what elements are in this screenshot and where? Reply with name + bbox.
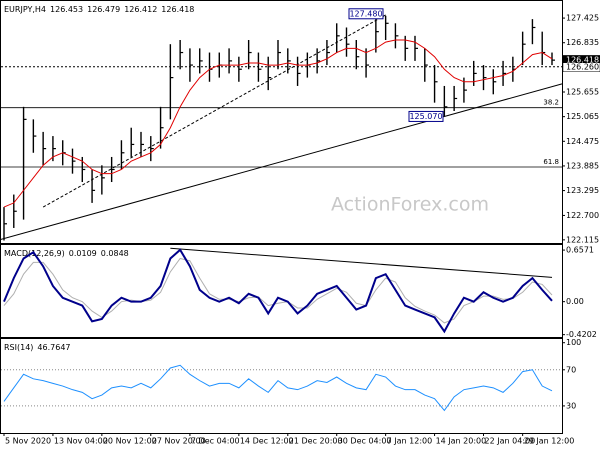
fib-label: 61.8 — [543, 158, 559, 166]
panel-title-text: RSI(14) — [4, 343, 33, 352]
y-tick-label: 124.475 — [566, 137, 599, 146]
panel-info: 0.0109 — [69, 249, 97, 258]
x-tick-label: 7 Jan 12:00 — [387, 437, 433, 446]
indicator-line — [3, 364, 553, 412]
panel-frame — [0, 0, 563, 244]
x-tick-label: 22 Jan 04:00 — [485, 437, 536, 446]
trendline — [42, 14, 386, 208]
x-tick-label: 14 Dec 12:00 — [240, 437, 294, 446]
panel-info: 126.453 — [50, 5, 83, 14]
last-price: 126.418 — [566, 56, 599, 65]
annotation: 127.480 — [349, 9, 382, 18]
annotation-box — [348, 8, 384, 20]
fib-label: 38.2 — [543, 99, 559, 107]
panel-title-text: EURJPY,H4 — [4, 5, 46, 14]
last-price-box — [563, 55, 600, 66]
y-tick-label: 70 — [566, 365, 576, 374]
panel-title: EURJPY,H4 126.453 126.479 126.412 126.418 — [4, 5, 194, 14]
panel-info: 126.479 — [87, 5, 120, 14]
watermark: ActionForex.com — [331, 194, 489, 216]
panel-info: 46.7647 — [37, 343, 70, 352]
panel-title: RSI(14) 46.7647 — [4, 343, 71, 352]
x-tick-label: 14 Jan 20:00 — [436, 437, 487, 446]
y-tick-label: 30 — [566, 401, 576, 410]
y-tick-label: 125.065 — [566, 112, 599, 121]
x-tick-label: 13 Nov 04:00 — [54, 437, 108, 446]
y-tick-label: 123.885 — [566, 161, 599, 170]
y-tick-label: 127.425 — [566, 14, 599, 23]
x-tick-label: 20 Nov 12:00 — [103, 437, 157, 446]
x-tick-label: 5 Nov 2020 — [5, 437, 51, 446]
y-tick-label: 0.00 — [566, 297, 584, 306]
indicator-line — [3, 248, 553, 334]
y-tick-label: 122.115 — [566, 235, 599, 244]
x-tick-label: 21 Dec 20:00 — [289, 437, 343, 446]
y-tick-label: 122.700 — [566, 211, 599, 220]
indicator-line — [3, 257, 553, 324]
y-tick-label: 125.655 — [566, 88, 599, 97]
y-tick-label: 123.295 — [566, 186, 599, 195]
y-tick-label: -0.4202 — [566, 330, 597, 339]
panel-info: 126.412 — [124, 5, 157, 14]
panel-frame — [0, 338, 563, 434]
x-tick-label: 30 Dec 04:00 — [338, 437, 392, 446]
x-tick-label: 7 Dec 04:00 — [191, 437, 240, 446]
y-tick-label: 100 — [566, 338, 581, 347]
trendline — [170, 247, 553, 278]
annotation: 125.070 — [409, 112, 442, 121]
x-tick-label: 27 Nov 20:00 — [152, 437, 206, 446]
trendline — [0, 83, 563, 241]
panel-info: 0.0848 — [101, 249, 129, 258]
y-tick-label: 126.835 — [566, 38, 599, 47]
level-label: 126.260 — [566, 63, 599, 72]
panel-frame — [0, 244, 563, 338]
ma-line — [3, 39, 553, 208]
panel-info: 126.418 — [161, 5, 194, 14]
x-tick-label: 29 Jan 12:00 — [524, 437, 575, 446]
annotation-box — [408, 110, 444, 122]
level-box — [562, 62, 600, 72]
y-tick-label: 0.6571 — [566, 246, 594, 255]
